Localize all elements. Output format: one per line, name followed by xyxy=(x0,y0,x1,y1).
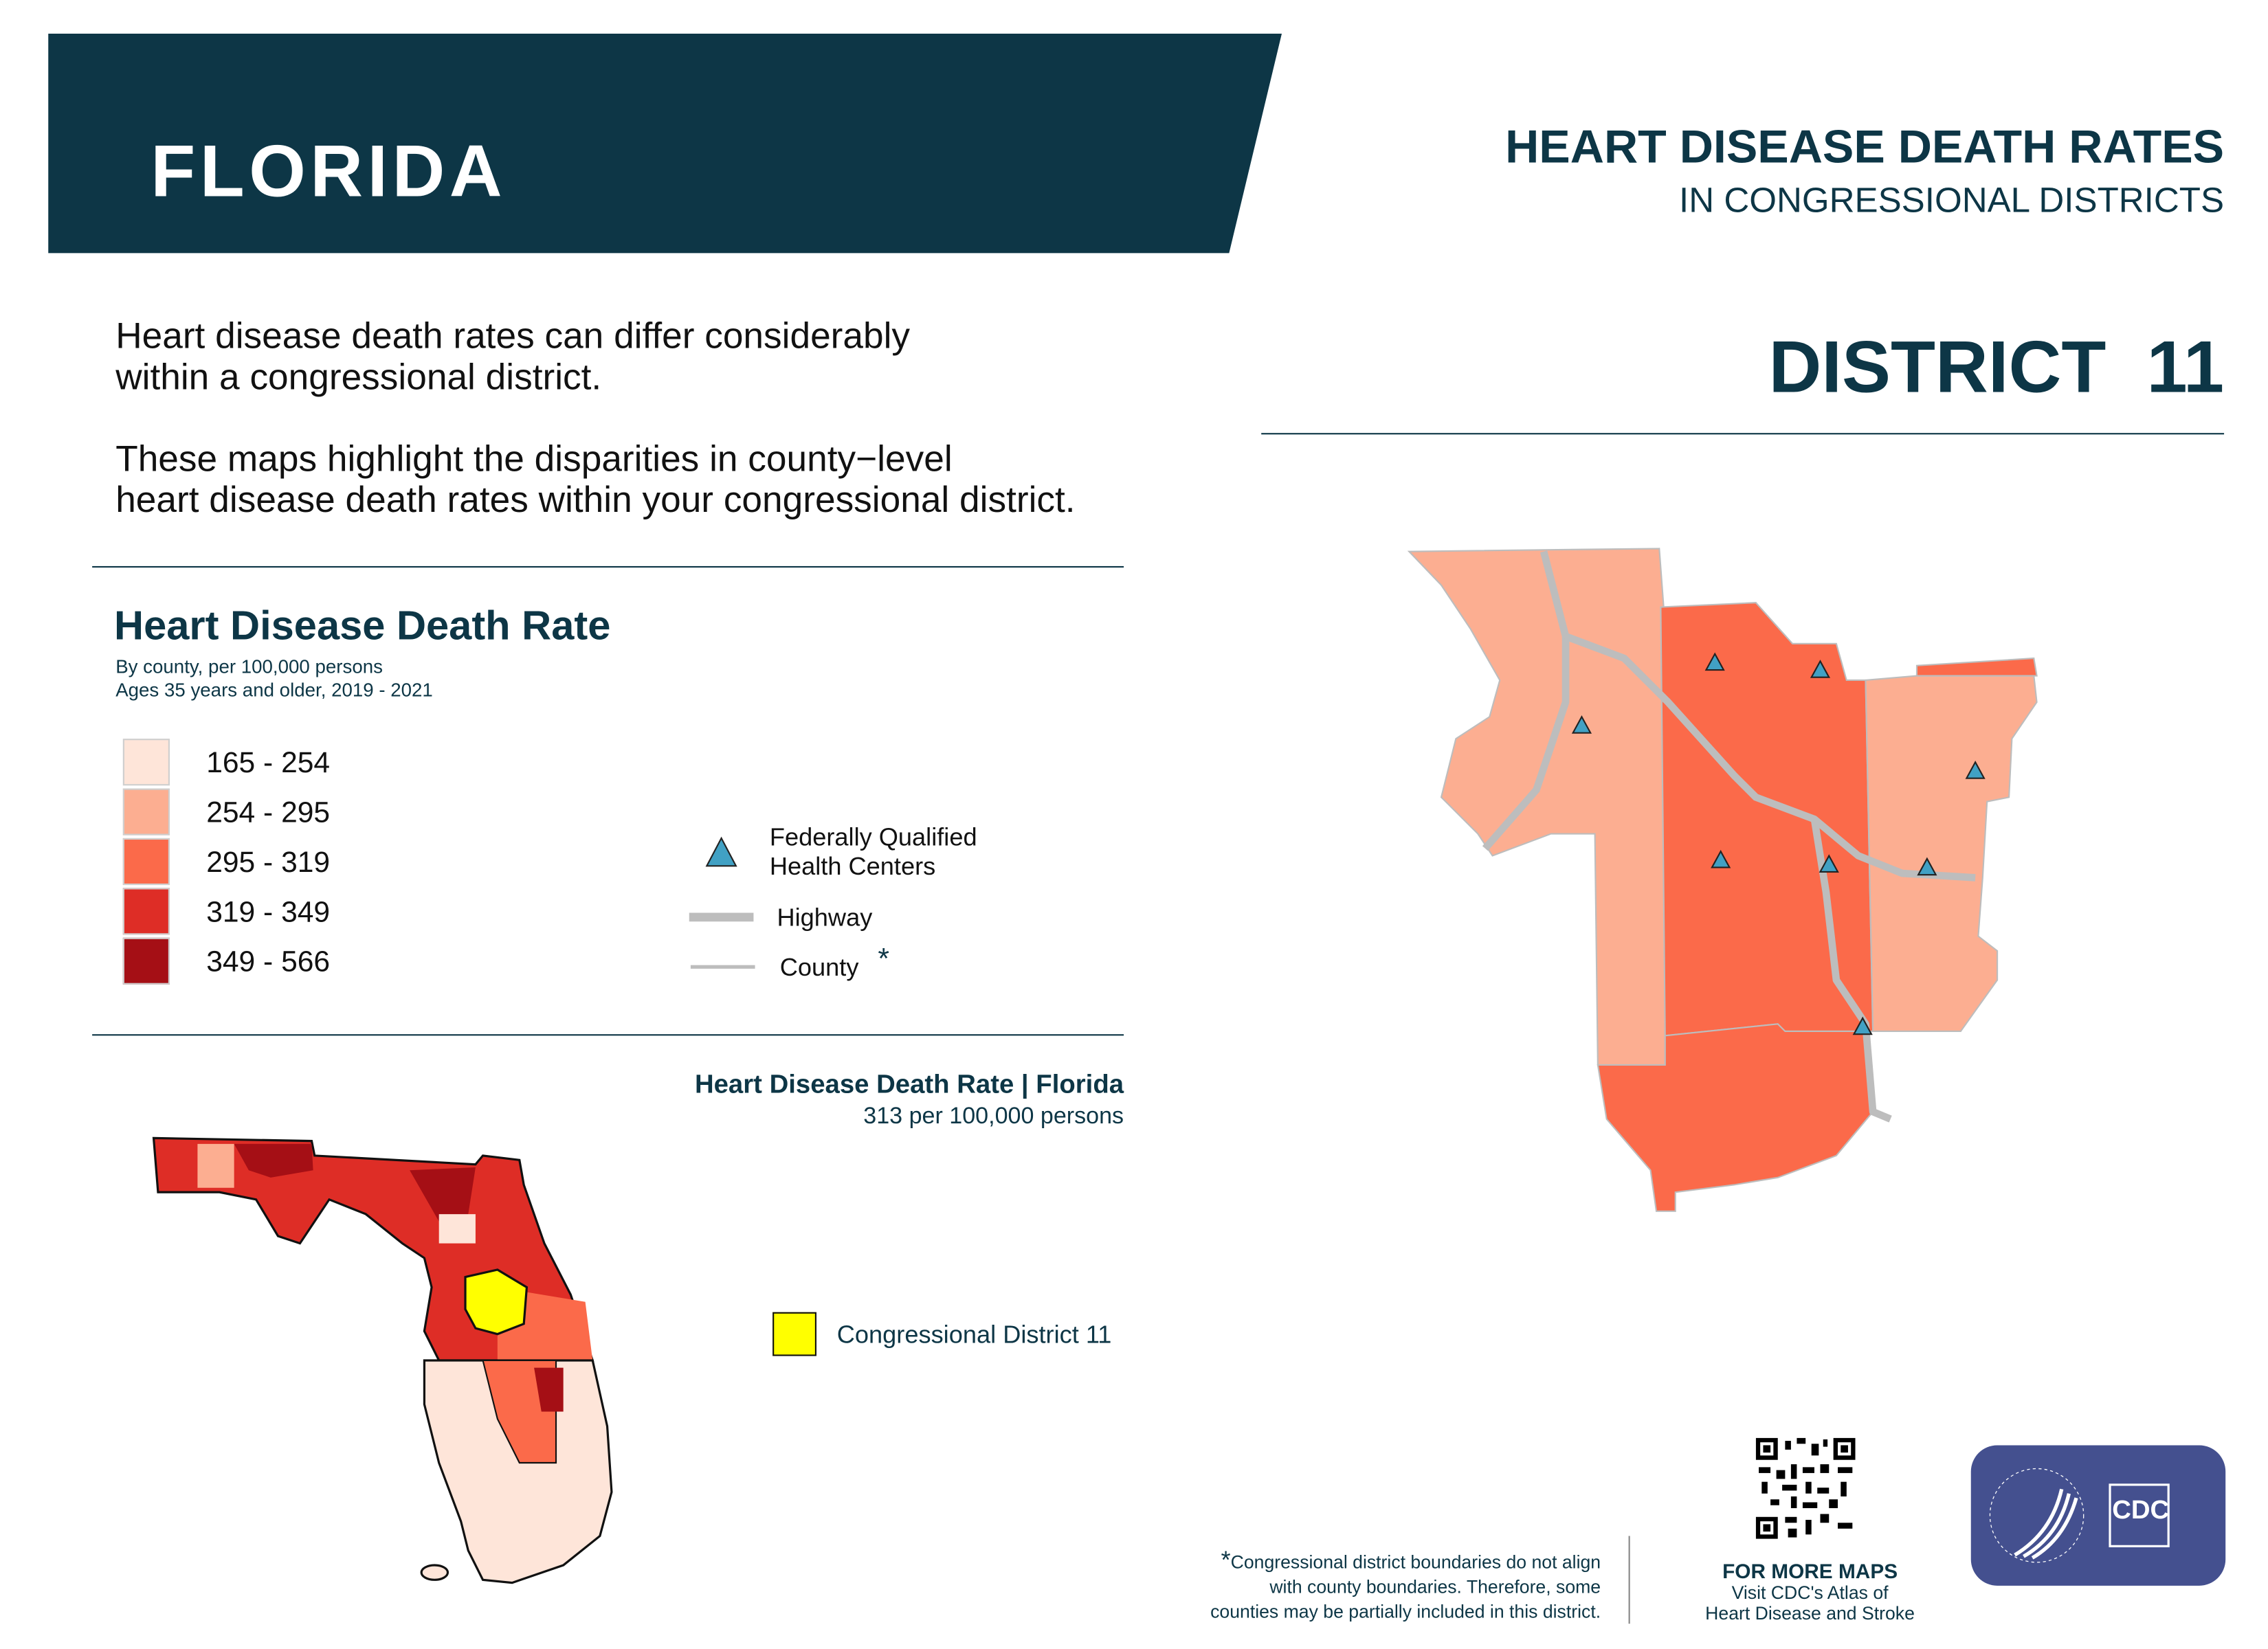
footnote-line: Congressional district boundaries do not… xyxy=(1230,1551,1601,1573)
legend-symbols xyxy=(689,836,755,969)
footnote-asterisk: * xyxy=(1221,1546,1231,1574)
more-maps-line: Heart Disease and Stroke xyxy=(1705,1603,1915,1624)
footnote-line: counties may be partially included in th… xyxy=(1210,1602,1601,1623)
florida-south xyxy=(423,1359,613,1584)
footer-divider xyxy=(1628,1536,1630,1624)
county-south xyxy=(1597,1023,1874,1212)
state-rate: 313 per 100,000 persons xyxy=(863,1104,1124,1130)
legend-subtitle: By county, per 100,000 persons xyxy=(115,655,383,677)
qr-code-icon[interactable] xyxy=(1755,1437,1856,1539)
legend-label: 165 - 254 xyxy=(206,747,331,780)
district-title: DISTRICT 11 xyxy=(1768,326,2225,408)
county-central xyxy=(1660,602,1874,1037)
divider xyxy=(92,1034,1124,1036)
highway-label: Highway xyxy=(777,904,873,932)
report-subtitle: IN CONGRESSIONAL DISTRICTS xyxy=(1679,181,2225,221)
congressional-district-11 xyxy=(464,1268,529,1336)
footnote: *Congressional district boundaries do no… xyxy=(1210,1547,1601,1625)
county-west xyxy=(1407,548,1666,1069)
highway xyxy=(1564,633,1976,882)
highway xyxy=(1810,818,1892,1123)
fqhc-marker-icon xyxy=(1819,854,1839,873)
fqhc-label-line: Federally Qualified xyxy=(769,823,977,852)
hhs-eagle-icon xyxy=(1989,1468,2170,1563)
district-legend-swatch xyxy=(772,1312,816,1356)
fqhc-marker-icon xyxy=(1852,1016,1873,1035)
legend-swatch xyxy=(122,888,170,935)
district-legend-label: Congressional District 11 xyxy=(836,1321,1112,1349)
legend-swatch xyxy=(122,788,170,835)
intro-text: Heart disease death rates can differ con… xyxy=(115,316,1075,521)
state-title: FLORIDA xyxy=(151,130,507,212)
florida-dark-counties xyxy=(234,1143,313,1178)
fqhc-label: Federally Qualified Health Centers xyxy=(770,824,977,882)
intro-line: within a congressional district. xyxy=(115,357,602,399)
fqhc-marker-icon xyxy=(1571,715,1592,734)
legend-subtitle: Ages 35 years and older, 2019 - 2021 xyxy=(115,678,433,701)
county-east xyxy=(1865,675,2038,1033)
fqhc-marker-icon xyxy=(1965,760,1986,779)
county-asterisk: * xyxy=(878,943,889,976)
legend-swatch xyxy=(122,937,170,985)
cdc-hhs-logo: CDC xyxy=(1970,1445,2226,1586)
more-maps-title: FOR MORE MAPS xyxy=(1722,1559,1898,1583)
legend-label: 319 - 349 xyxy=(206,897,331,929)
more-maps-line: Visit CDC's Atlas of xyxy=(1731,1582,1889,1604)
florida-light-counties xyxy=(438,1214,476,1244)
intro-line: Heart disease death rates can differ con… xyxy=(115,315,911,357)
fqhc-label-line: Health Centers xyxy=(769,853,936,881)
fqhc-marker-icon xyxy=(1810,660,1831,678)
legend-label: 295 - 319 xyxy=(206,846,331,879)
county-label: County xyxy=(779,954,859,982)
state-map-title: Heart Disease Death Rate | Florida xyxy=(694,1069,1124,1099)
footnote-line: with county boundaries. Therefore, some xyxy=(1269,1577,1601,1597)
legend-swatch xyxy=(122,739,170,786)
florida-light-counties xyxy=(197,1143,234,1188)
highways xyxy=(1482,550,1976,1123)
legend-title: Heart Disease Death Rate xyxy=(114,603,611,649)
divider xyxy=(92,565,1124,568)
fqhc-marker-icon xyxy=(1704,652,1725,671)
legend-label: 349 - 566 xyxy=(206,946,331,979)
report-title: HEART DISEASE DEATH RATES xyxy=(1505,120,2225,173)
fqhc-marker-icon xyxy=(1917,857,1937,876)
county-northeast xyxy=(1915,657,2038,677)
intro-line: heart disease death rates within your co… xyxy=(115,480,1076,521)
legend-swatch xyxy=(122,838,170,886)
divider xyxy=(1261,433,2225,435)
legend-label: 254 - 295 xyxy=(206,797,331,830)
header-banner xyxy=(48,33,1282,254)
florida-keys xyxy=(420,1564,449,1581)
florida-dark-south xyxy=(534,1367,564,1412)
fqhc-triangle-icon xyxy=(705,836,737,867)
fqhc-marker-icon xyxy=(1711,849,1731,868)
more-maps-link[interactable]: Visit CDC's Atlas of Heart Disease and S… xyxy=(1664,1583,1957,1624)
cdc-logo-text: CDC xyxy=(2112,1494,2170,1525)
highway xyxy=(1482,550,1570,851)
intro-line: These maps highlight the disparities in … xyxy=(115,438,953,480)
florida-dark-counties xyxy=(410,1167,476,1222)
